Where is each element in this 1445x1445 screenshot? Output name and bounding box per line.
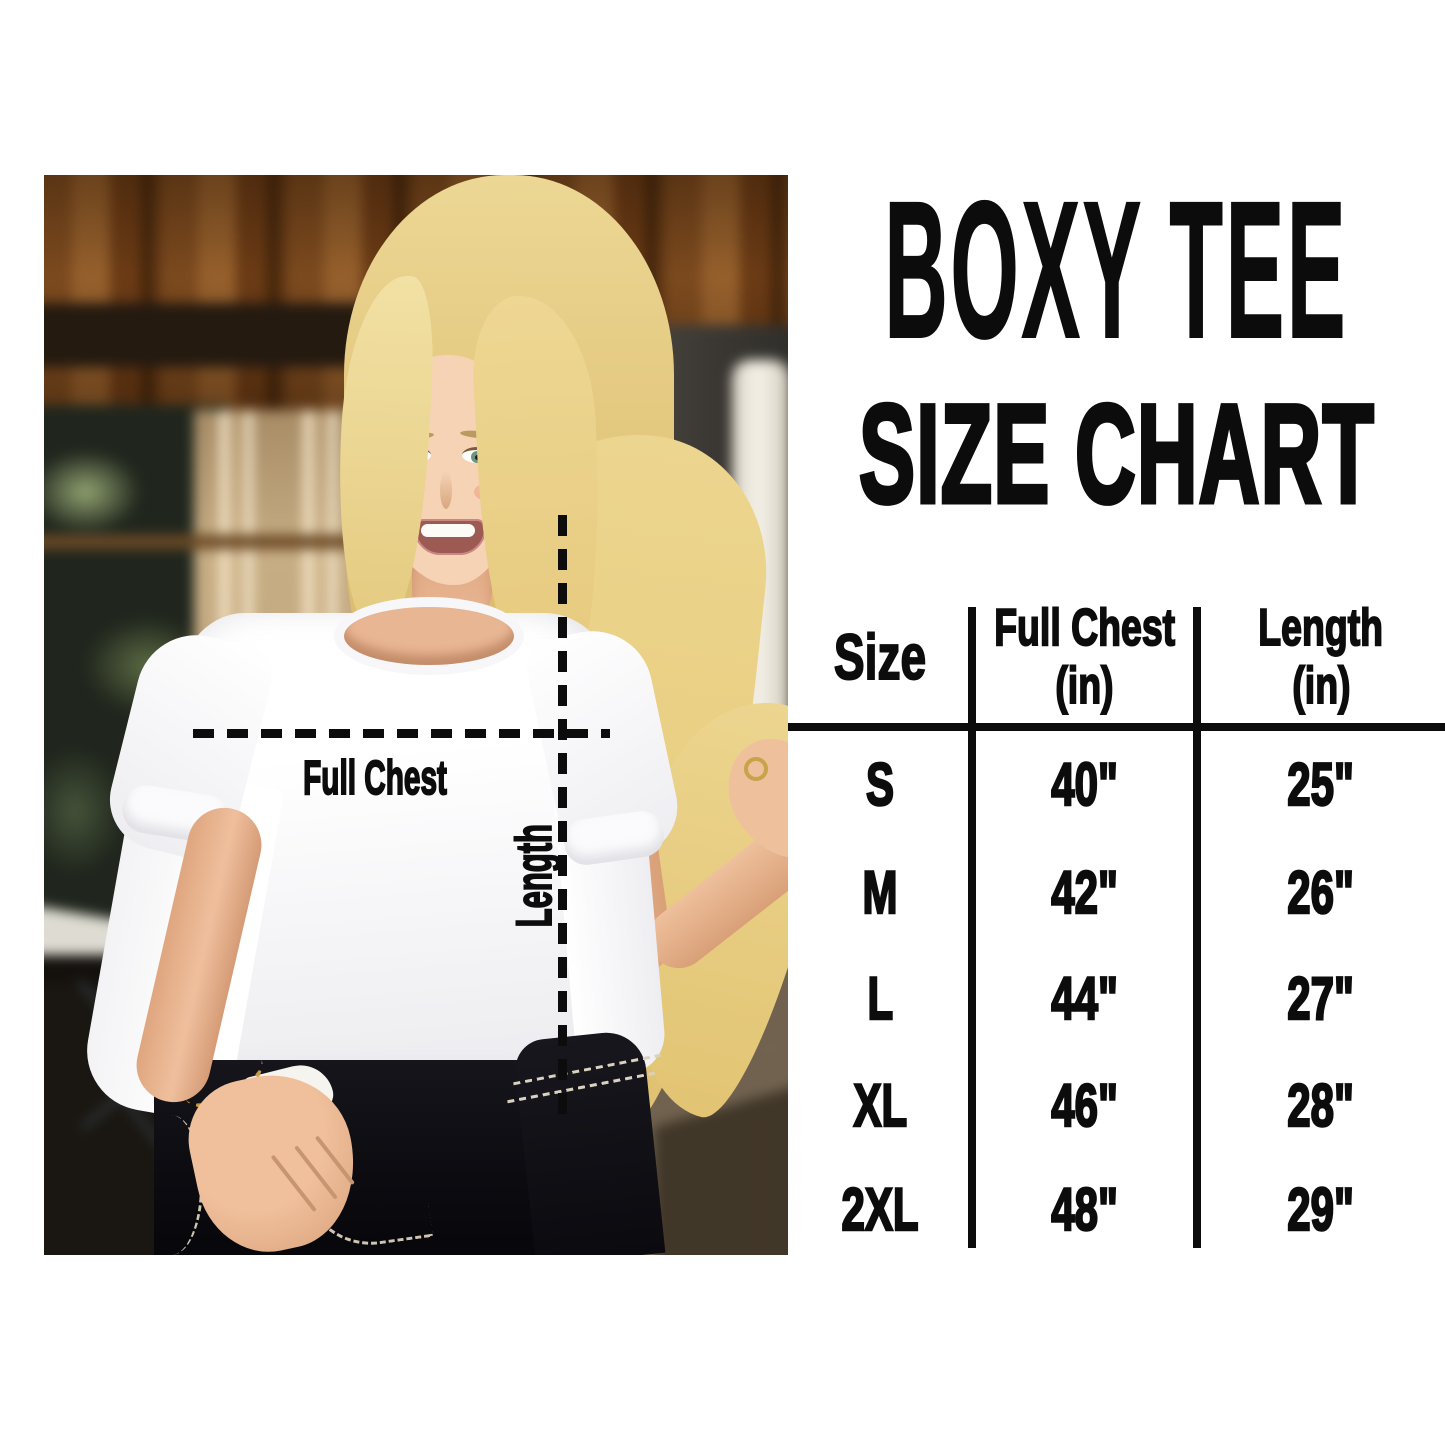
header-full-chest-text: Full Chest xyxy=(993,598,1175,658)
table-row-s: S 40" 25" xyxy=(788,740,1445,830)
chest-value: 46" xyxy=(1050,1072,1118,1139)
length-value: 25" xyxy=(1287,751,1355,818)
size-value: M xyxy=(862,859,899,926)
model-photo: Full Chest Length xyxy=(44,175,788,1255)
table-header-divider xyxy=(788,723,1445,731)
header-length-text: Length xyxy=(1258,598,1384,658)
length-cell: 28" xyxy=(1197,1072,1445,1139)
chest-cell: 40" xyxy=(972,751,1197,818)
length-label-text: Length xyxy=(505,824,563,929)
length-value: 29" xyxy=(1287,1176,1355,1243)
full-chest-dashed-line xyxy=(193,729,610,738)
chest-value: 42" xyxy=(1050,859,1118,926)
measurement-annotations: Full Chest Length xyxy=(44,175,788,1255)
wood-railing xyxy=(44,535,354,549)
length-cell: 29" xyxy=(1197,1176,1445,1243)
page-subtitle-text: SIZE CHART xyxy=(857,375,1375,532)
table-column-divider xyxy=(968,607,976,1248)
length-value: 27" xyxy=(1287,965,1355,1032)
table-row-xl: XL 46" 28" xyxy=(788,1061,1445,1151)
chest-value: 48" xyxy=(1050,1176,1118,1243)
header-full-chest-unit: (in) xyxy=(1055,656,1115,716)
length-cell: 27" xyxy=(1197,965,1445,1032)
table-header-row: Size Full Chest (in) Length (in) xyxy=(788,596,1445,718)
size-cell: M xyxy=(788,859,972,926)
length-value: 26" xyxy=(1287,859,1355,926)
size-cell: L xyxy=(788,965,972,1032)
page-title-text: BOXY TEE xyxy=(884,161,1349,379)
page-subtitle: SIZE CHART xyxy=(788,375,1445,532)
table-column-divider xyxy=(1193,607,1201,1248)
size-cell: 2XL xyxy=(788,1176,972,1243)
chest-cell: 48" xyxy=(972,1176,1197,1243)
chest-cell: 44" xyxy=(972,965,1197,1032)
chest-value: 40" xyxy=(1050,751,1118,818)
full-chest-label: Full Chest xyxy=(250,751,500,806)
header-full-chest: Full Chest (in) xyxy=(972,598,1197,716)
size-cell: XL xyxy=(788,1072,972,1139)
length-cell: 25" xyxy=(1197,751,1445,818)
length-label: Length xyxy=(505,746,563,1006)
header-size: Size xyxy=(788,621,972,693)
dark-beam xyxy=(44,303,384,367)
table-row-m: M 42" 26" xyxy=(788,848,1445,938)
header-length-unit: (in) xyxy=(1291,656,1351,716)
chest-cell: 42" xyxy=(972,859,1197,926)
tee-collar xyxy=(344,607,514,665)
table-row-2xl: 2XL 48" 29" xyxy=(788,1165,1445,1255)
header-length: Length (in) xyxy=(1197,598,1445,716)
size-value: 2XL xyxy=(841,1176,920,1243)
teeth xyxy=(421,524,475,537)
page-title: BOXY TEE xyxy=(788,161,1445,379)
size-cell: S xyxy=(788,751,972,818)
length-value: 28" xyxy=(1287,1072,1355,1139)
full-chest-label-text: Full Chest xyxy=(302,751,447,806)
length-dashed-line xyxy=(558,515,567,1123)
ring xyxy=(744,757,768,781)
chest-value: 44" xyxy=(1050,965,1118,1032)
chest-cell: 46" xyxy=(972,1072,1197,1139)
header-size-text: Size xyxy=(833,621,927,693)
nose xyxy=(440,471,452,509)
size-value: XL xyxy=(852,1072,907,1139)
size-value: L xyxy=(866,965,893,1032)
size-value: S xyxy=(865,751,895,818)
table-row-l: L 44" 27" xyxy=(788,954,1445,1044)
length-cell: 26" xyxy=(1197,859,1445,926)
model xyxy=(44,175,788,1255)
